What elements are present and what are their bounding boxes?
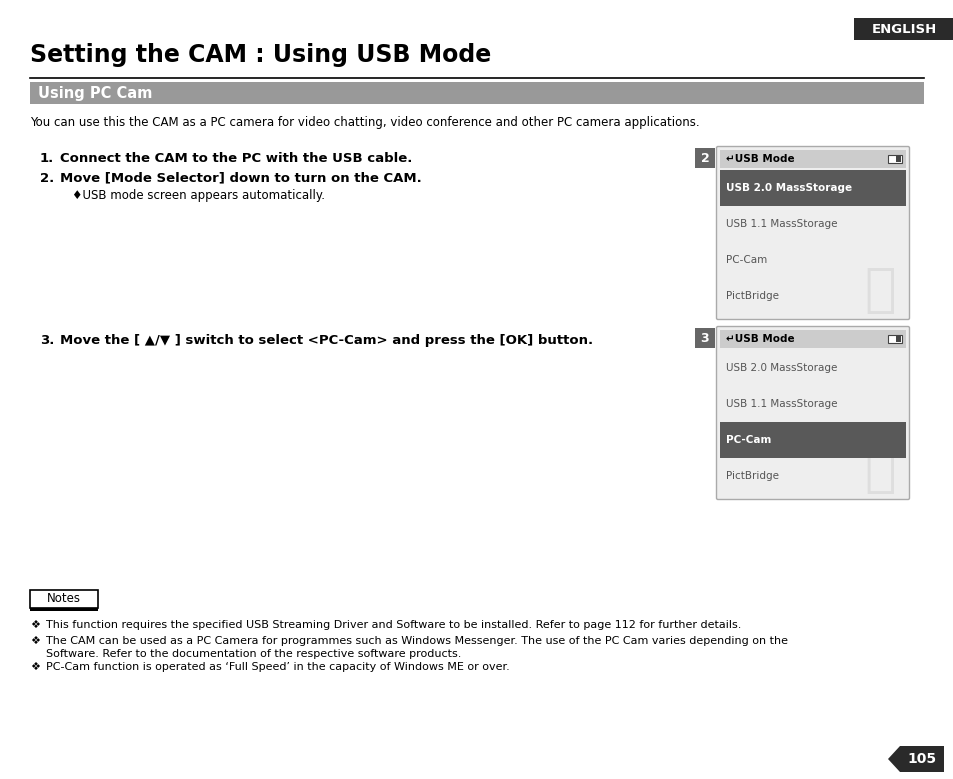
Text: ENGLISH: ENGLISH xyxy=(870,23,936,36)
Text: Notes: Notes xyxy=(47,593,81,605)
FancyBboxPatch shape xyxy=(720,422,905,458)
FancyBboxPatch shape xyxy=(887,335,901,343)
Text: USB 1.1 MassStorage: USB 1.1 MassStorage xyxy=(725,399,837,409)
Text: PictBridge: PictBridge xyxy=(725,471,779,481)
Text: You can use this the CAM as a PC camera for video chatting, video conference and: You can use this the CAM as a PC camera … xyxy=(30,115,699,129)
Text: Move [Mode Selector] down to turn on the CAM.: Move [Mode Selector] down to turn on the… xyxy=(60,171,421,185)
Text: ❖: ❖ xyxy=(30,662,40,672)
Text: PictBridge: PictBridge xyxy=(725,291,779,301)
Text: ❖: ❖ xyxy=(30,620,40,630)
Text: ↵USB Mode: ↵USB Mode xyxy=(725,154,794,164)
FancyBboxPatch shape xyxy=(716,326,908,499)
Text: Using PC Cam: Using PC Cam xyxy=(38,86,152,100)
Text: Setting the CAM : Using USB Mode: Setting the CAM : Using USB Mode xyxy=(30,43,491,67)
Text: Software. Refer to the documentation of the respective software products.: Software. Refer to the documentation of … xyxy=(46,649,461,659)
FancyBboxPatch shape xyxy=(853,18,953,40)
FancyBboxPatch shape xyxy=(720,170,905,206)
FancyBboxPatch shape xyxy=(30,608,98,611)
FancyBboxPatch shape xyxy=(887,155,901,163)
FancyBboxPatch shape xyxy=(720,150,905,168)
Text: USB 2.0 MassStorage: USB 2.0 MassStorage xyxy=(725,363,837,373)
FancyBboxPatch shape xyxy=(30,590,98,608)
FancyBboxPatch shape xyxy=(695,328,714,348)
Text: 1.: 1. xyxy=(40,151,54,164)
Text: 3: 3 xyxy=(700,332,709,344)
Text: ↵USB Mode: ↵USB Mode xyxy=(725,334,794,344)
FancyBboxPatch shape xyxy=(695,148,714,168)
Text: USB 1.1 MassStorage: USB 1.1 MassStorage xyxy=(725,219,837,229)
Text: This function requires the specified USB Streaming Driver and Software to be ins: This function requires the specified USB… xyxy=(46,620,740,630)
Polygon shape xyxy=(887,746,899,772)
FancyBboxPatch shape xyxy=(895,156,900,162)
Text: 3.: 3. xyxy=(40,333,54,347)
Text: ❖: ❖ xyxy=(30,636,40,646)
FancyBboxPatch shape xyxy=(899,746,943,772)
Text: Connect the CAM to the PC with the USB cable.: Connect the CAM to the PC with the USB c… xyxy=(60,151,412,164)
FancyBboxPatch shape xyxy=(30,82,923,104)
FancyBboxPatch shape xyxy=(895,336,900,342)
FancyBboxPatch shape xyxy=(720,330,905,348)
Text: 2.: 2. xyxy=(40,171,54,185)
Text: ⭢: ⭢ xyxy=(863,444,895,496)
Text: 2: 2 xyxy=(700,151,709,164)
Text: PC-Cam: PC-Cam xyxy=(725,435,771,445)
Text: USB 2.0 MassStorage: USB 2.0 MassStorage xyxy=(725,183,851,193)
Text: ⭢: ⭢ xyxy=(863,264,895,316)
Text: Move the [ ▲/▼ ] switch to select <PC-Cam> and press the [OK] button.: Move the [ ▲/▼ ] switch to select <PC-Ca… xyxy=(60,333,593,347)
Text: PC-Cam: PC-Cam xyxy=(725,255,766,265)
Text: PC-Cam function is operated as ‘Full Speed’ in the capacity of Windows ME or ove: PC-Cam function is operated as ‘Full Spe… xyxy=(46,662,509,672)
Text: 105: 105 xyxy=(906,752,936,766)
FancyBboxPatch shape xyxy=(716,146,908,319)
Text: ♦USB mode screen appears automatically.: ♦USB mode screen appears automatically. xyxy=(71,189,325,202)
Text: The CAM can be used as a PC Camera for programmes such as Windows Messenger. The: The CAM can be used as a PC Camera for p… xyxy=(46,636,787,646)
